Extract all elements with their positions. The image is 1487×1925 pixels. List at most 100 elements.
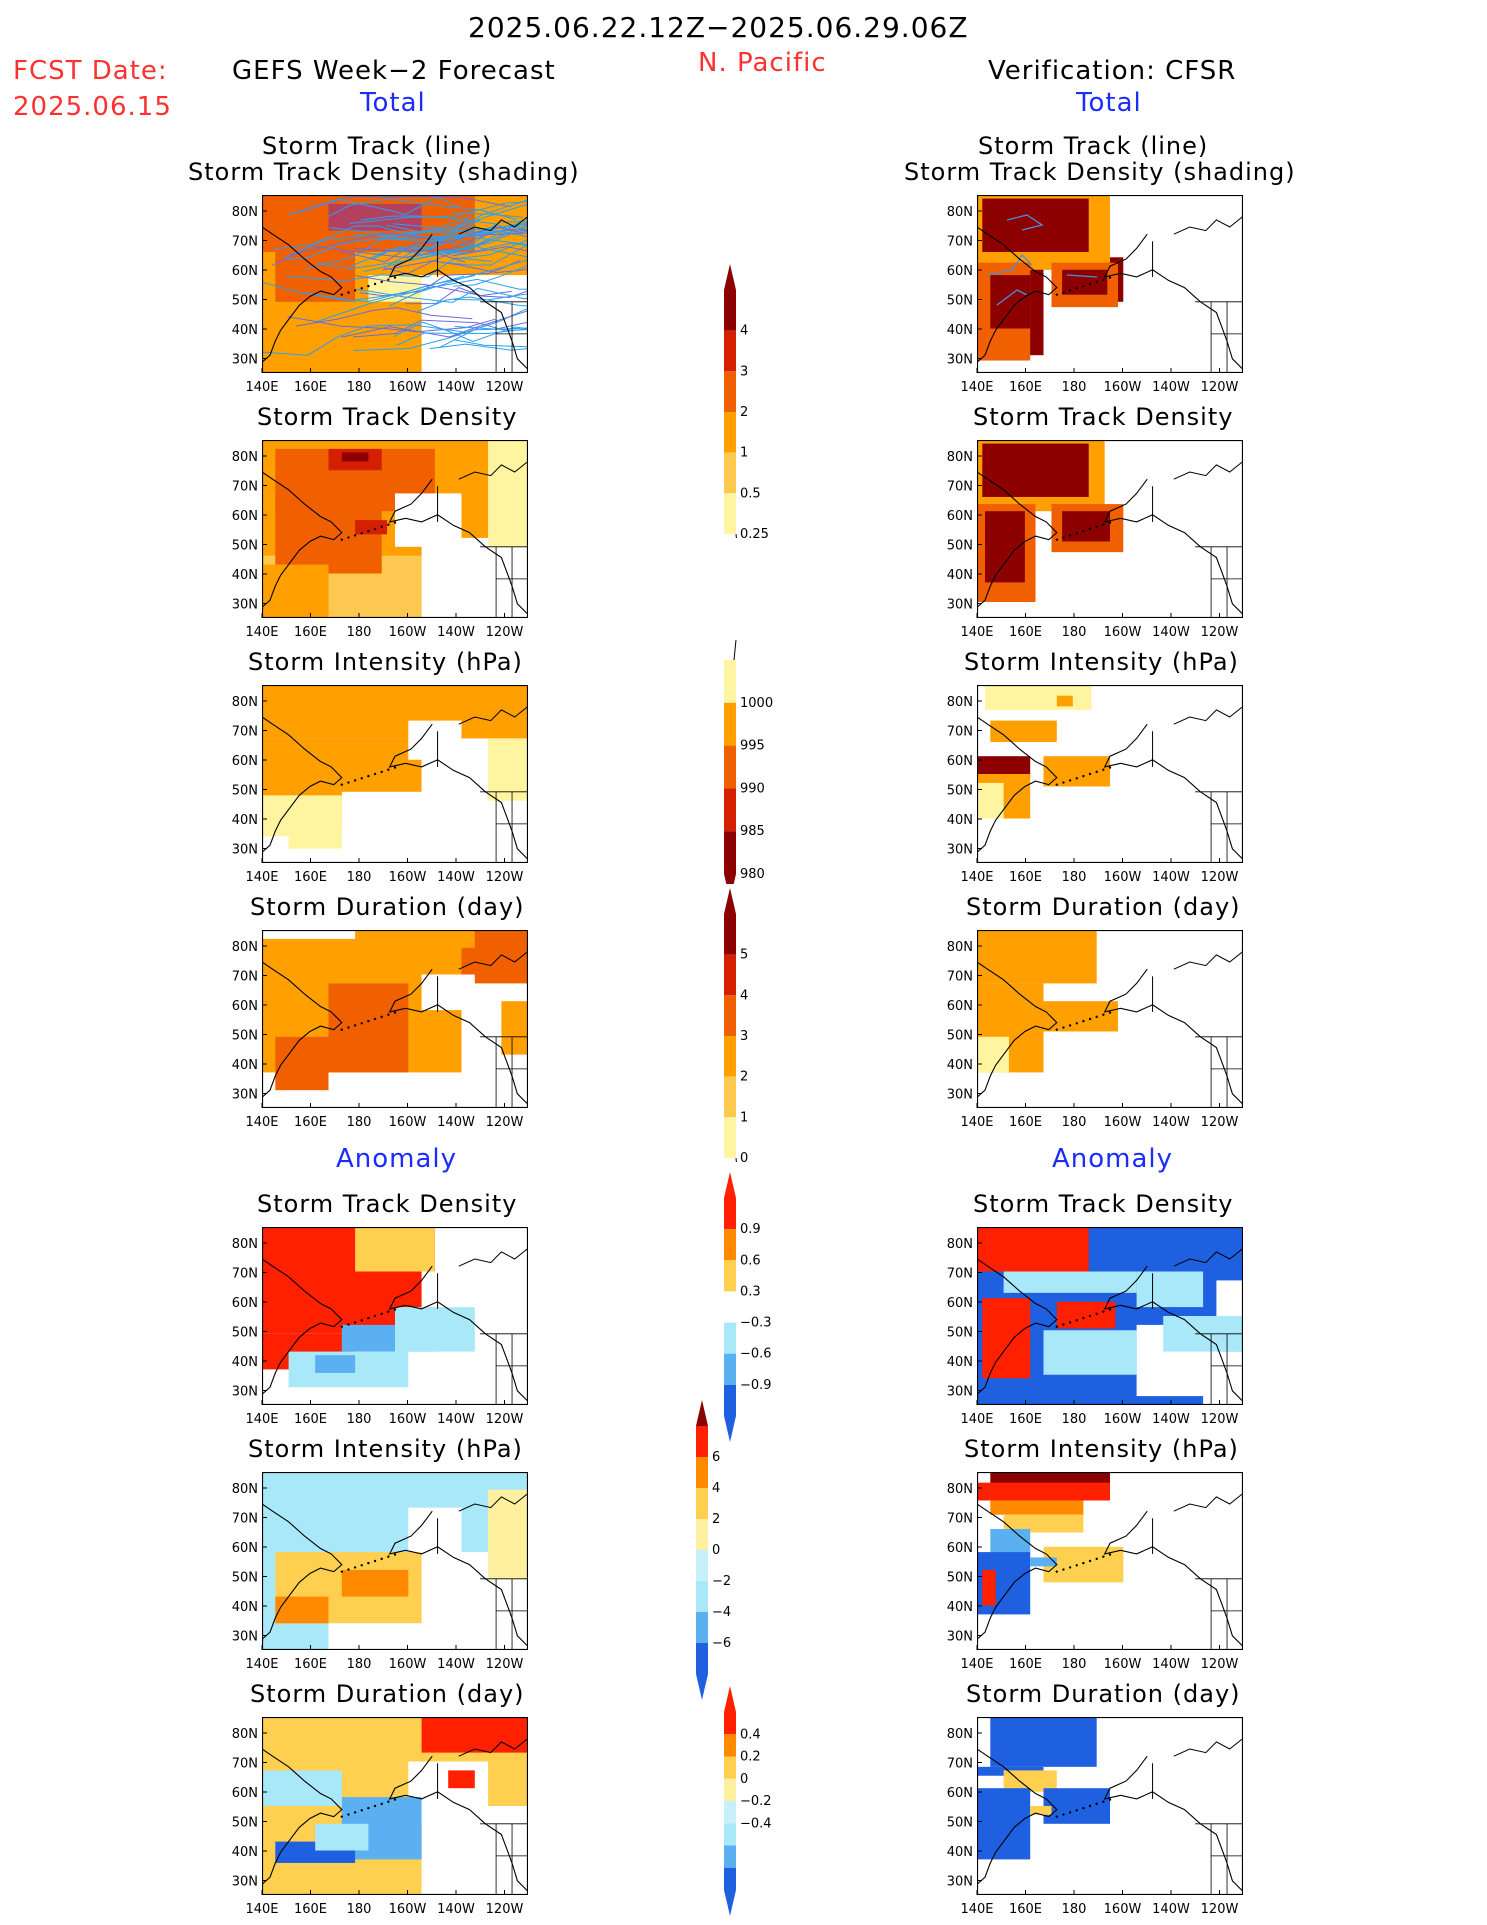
track-line — [1066, 274, 1098, 278]
shade-cell — [328, 983, 409, 1073]
aleutian-island — [360, 777, 363, 780]
aleutian-island — [1095, 1557, 1098, 1561]
shade-cell — [355, 520, 388, 535]
colorbar-label: 3 — [740, 1029, 748, 1044]
fcst-date-value: 2025.06.15 — [13, 92, 172, 122]
cfsr-map-panel-3: 80N 70N 60N 50N 40N 30N 140E 160E 180 160W 140W 120… — [935, 679, 1251, 893]
shade-cell — [421, 974, 475, 1011]
colorbar-label: 4 — [712, 1481, 720, 1496]
colorbar-svg: 6 4 2 0 −2 −4 −6 — [696, 1400, 731, 1700]
lon-tick-label: 180 — [1062, 1115, 1087, 1130]
shade-cell — [1056, 695, 1073, 707]
lon-tick-label: 140W — [437, 1412, 475, 1427]
arctic-coastline — [1173, 1248, 1243, 1267]
shade-cell — [1062, 269, 1108, 295]
lon-tick-label: 180 — [347, 1902, 372, 1917]
lat-tick-label: 40N — [232, 1355, 258, 1370]
aleutian-island — [1062, 1568, 1065, 1571]
colorbar-label: 5 — [740, 948, 748, 963]
colorbar-tail — [735, 533, 739, 555]
lon-tick-label: 160W — [1104, 1115, 1142, 1130]
colorbar-label: 0.9 — [740, 1222, 761, 1237]
lon-tick-label: 160E — [294, 1902, 327, 1917]
shade-cell — [990, 720, 1057, 742]
lon-tick-label: 140W — [437, 1115, 475, 1130]
shade-cell — [984, 685, 1092, 710]
aleutian-island — [1108, 1553, 1112, 1556]
colorbar-segment — [696, 1457, 708, 1488]
colorbar-tail — [735, 1157, 739, 1179]
lon-tick-label: 140E — [960, 1657, 993, 1672]
lon-tick-label: 140W — [437, 870, 475, 885]
colorbar-label: 0.4 — [740, 1727, 761, 1742]
aleutian-island — [1055, 1028, 1058, 1031]
lat-tick-label: 50N — [232, 1326, 258, 1341]
track-line — [273, 225, 428, 250]
lat-tick-label: 60N — [232, 999, 258, 1014]
track-line — [388, 259, 528, 307]
left-p1-title-b: Storm Track Density (shading) — [188, 158, 580, 186]
lat-tick-label: 70N — [232, 1267, 258, 1282]
aleutian-island — [1075, 1564, 1078, 1567]
colorbar-label: 985 — [740, 824, 765, 839]
shade-cell — [275, 1596, 329, 1624]
lon-tick-label: 120W — [1201, 1902, 1239, 1917]
lat-tick-label: 40N — [947, 568, 973, 583]
lon-tick-label: 140W — [1152, 380, 1190, 395]
lat-tick-label: 40N — [232, 568, 258, 583]
aleutian-island — [1108, 521, 1112, 524]
colorbar-segment — [724, 995, 736, 1036]
colorbar-segment — [724, 1117, 736, 1158]
lon-tick-label: 120W — [486, 1115, 524, 1130]
track-line — [341, 226, 524, 263]
shade-cell — [1030, 1557, 1057, 1567]
aleutian-island — [380, 1557, 383, 1561]
map-svg: 80N 70N 60N 50N 40N 30N 140E 160E 180 160W 140W 120… — [232, 685, 528, 885]
colorbar-segment — [724, 1353, 736, 1385]
colorbar-label: −0.4 — [740, 1816, 772, 1831]
lon-tick-label: 140E — [245, 870, 278, 885]
lon-tick-label: 160E — [294, 870, 327, 885]
aleutian-island — [393, 1308, 397, 1311]
region-label: N. Pacific — [698, 48, 827, 78]
aleutian-island — [1075, 532, 1078, 535]
track-line — [439, 245, 528, 266]
lon-tick-label: 140E — [245, 1657, 278, 1672]
lon-tick-label: 140E — [960, 625, 993, 640]
colorbar-arrow-top — [724, 1686, 736, 1712]
track-line — [327, 198, 517, 221]
asia-coastline — [262, 226, 343, 363]
colorbar-segment — [724, 1867, 736, 1890]
track-line — [383, 224, 528, 275]
map-area — [977, 685, 1243, 863]
map-fill — [977, 1227, 1243, 1405]
shade-cell — [1003, 1271, 1137, 1293]
aleutian-island — [1082, 529, 1085, 533]
shade-cell — [421, 1806, 528, 1895]
track-line — [386, 203, 528, 233]
right-p5-title: Storm Track Density — [973, 1190, 1234, 1218]
lat-tick-label: 80N — [232, 695, 258, 710]
colorbar-label: 0.3 — [740, 1284, 761, 1299]
aleutian-island — [360, 287, 363, 290]
aleutian-island — [393, 1798, 397, 1801]
aleutian-island — [347, 781, 350, 784]
arctic-coastline — [1173, 706, 1243, 725]
lat-tick-label: 40N — [947, 1600, 973, 1615]
lat-tick-label: 50N — [232, 784, 258, 799]
aleutian-island — [367, 529, 370, 533]
gefs-map-panel-1: 80N 70N 60N 50N 40N 30N 140E 160E 180 160W 140W 120… — [220, 189, 536, 403]
track-line — [386, 225, 528, 255]
aleutian-island — [1088, 1314, 1092, 1318]
aleutian-island — [1088, 1017, 1092, 1021]
shade-cell — [262, 836, 289, 863]
aleutian-island — [367, 1316, 370, 1320]
lon-tick-label: 160E — [294, 1412, 327, 1427]
lat-tick-label: 80N — [947, 450, 973, 465]
arctic-coastline — [1173, 216, 1243, 235]
lon-tick-label: 160E — [1009, 1657, 1042, 1672]
lat-tick-label: 30N — [947, 1088, 973, 1103]
aleutian-island — [367, 1561, 370, 1565]
lon-tick-label: 180 — [347, 870, 372, 885]
right-p2-title: Storm Track Density — [973, 403, 1234, 431]
